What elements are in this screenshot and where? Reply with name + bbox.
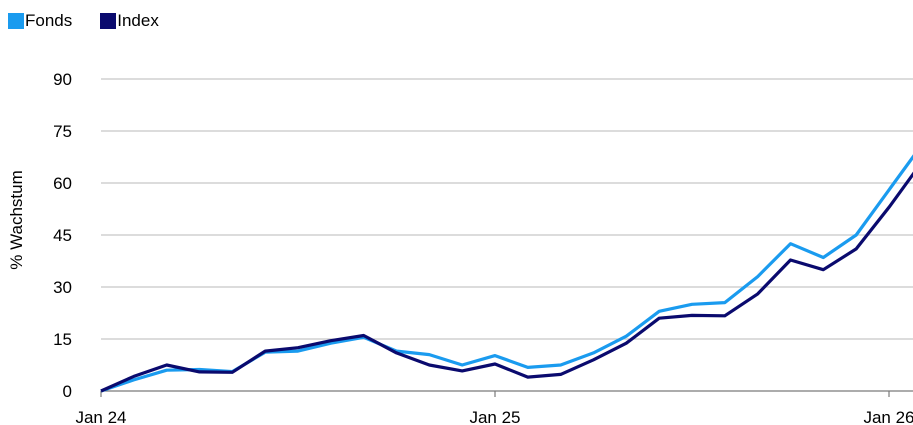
- y-tick-label: 45: [53, 226, 72, 245]
- y-tick-label: 15: [53, 330, 72, 349]
- y-axis-title: % Wachstum: [7, 170, 26, 270]
- y-tick-label: 90: [53, 70, 72, 89]
- y-tick-label: 0: [63, 382, 72, 401]
- x-axis: Jan 24 Jan 25 Jan 26: [75, 390, 913, 425]
- legend-label-fonds: Fonds: [25, 11, 73, 30]
- x-tick-label: Jan 25: [469, 408, 520, 425]
- y-tick-label: 75: [53, 122, 72, 141]
- y-tick-label: 30: [53, 278, 72, 297]
- y-tick-label: 60: [53, 174, 72, 193]
- legend-label-index: Index: [117, 11, 159, 30]
- series-line-index: [100, 171, 913, 393]
- gridlines: [101, 78, 913, 340]
- legend-swatch-index: [100, 13, 117, 29]
- x-tick-label: Jan 26: [863, 408, 913, 425]
- y-axis-ticks: 0 15 30 45 60 75 90: [53, 70, 72, 401]
- legend-swatch-fonds: [8, 13, 24, 29]
- series-line-fonds: [100, 154, 913, 393]
- legend-item-fonds: Fonds: [8, 10, 72, 32]
- series-lines: [100, 154, 913, 393]
- legend-item-index: Index: [100, 10, 159, 32]
- x-tick-label: Jan 24: [75, 408, 126, 425]
- legend: Fonds Index: [8, 10, 159, 32]
